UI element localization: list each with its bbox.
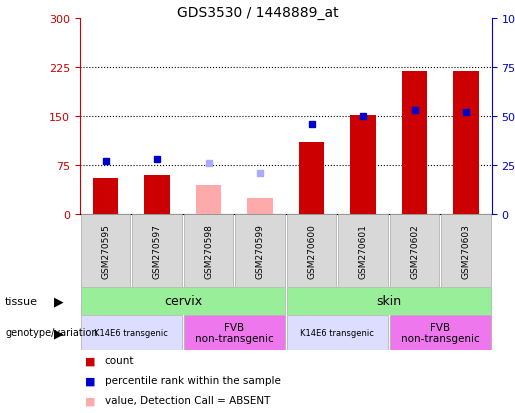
Text: count: count	[105, 356, 134, 366]
Text: K14E6 transgenic: K14E6 transgenic	[300, 328, 374, 337]
Text: ▶: ▶	[55, 326, 64, 339]
Text: K14E6 transgenic: K14E6 transgenic	[94, 328, 168, 337]
Bar	[338, 215, 388, 287]
Text: GSM270599: GSM270599	[255, 223, 265, 278]
Text: FVB
non-transgenic: FVB non-transgenic	[401, 322, 479, 344]
Bar	[184, 315, 285, 350]
Text: ■: ■	[85, 375, 95, 385]
Bar	[441, 215, 491, 287]
Text: skin: skin	[376, 294, 401, 308]
Bar	[81, 287, 285, 315]
Bar	[81, 315, 182, 350]
Bar	[402, 72, 427, 215]
Text: GSM270602: GSM270602	[410, 223, 419, 278]
Bar	[132, 215, 182, 287]
Text: ■: ■	[85, 395, 95, 405]
Text: GSM270603: GSM270603	[461, 223, 471, 278]
Bar	[390, 315, 491, 350]
Text: percentile rank within the sample: percentile rank within the sample	[105, 375, 281, 385]
Bar	[184, 215, 233, 287]
Text: GSM270601: GSM270601	[358, 223, 368, 278]
Bar	[287, 215, 336, 287]
Text: GSM270600: GSM270600	[307, 223, 316, 278]
Text: GSM270597: GSM270597	[152, 223, 162, 278]
Bar	[196, 185, 221, 215]
Text: GDS3530 / 1448889_at: GDS3530 / 1448889_at	[177, 6, 338, 20]
Text: FVB
non-transgenic: FVB non-transgenic	[195, 322, 273, 344]
Text: value, Detection Call = ABSENT: value, Detection Call = ABSENT	[105, 395, 270, 405]
Text: ▶: ▶	[55, 294, 64, 308]
Text: tissue: tissue	[5, 296, 38, 306]
Bar	[235, 215, 285, 287]
Bar	[247, 198, 273, 215]
Text: genotype/variation: genotype/variation	[5, 328, 98, 338]
Bar	[287, 315, 388, 350]
Text: ■: ■	[85, 356, 95, 366]
Bar	[144, 176, 170, 215]
Bar	[453, 72, 479, 215]
Bar	[287, 287, 491, 315]
Bar	[81, 215, 130, 287]
Text: GSM270598: GSM270598	[204, 223, 213, 278]
Bar	[299, 143, 324, 215]
Text: GSM270595: GSM270595	[101, 223, 110, 278]
Bar	[350, 115, 376, 215]
Bar	[93, 179, 118, 215]
Text: cervix: cervix	[164, 294, 202, 308]
Bar	[390, 215, 439, 287]
